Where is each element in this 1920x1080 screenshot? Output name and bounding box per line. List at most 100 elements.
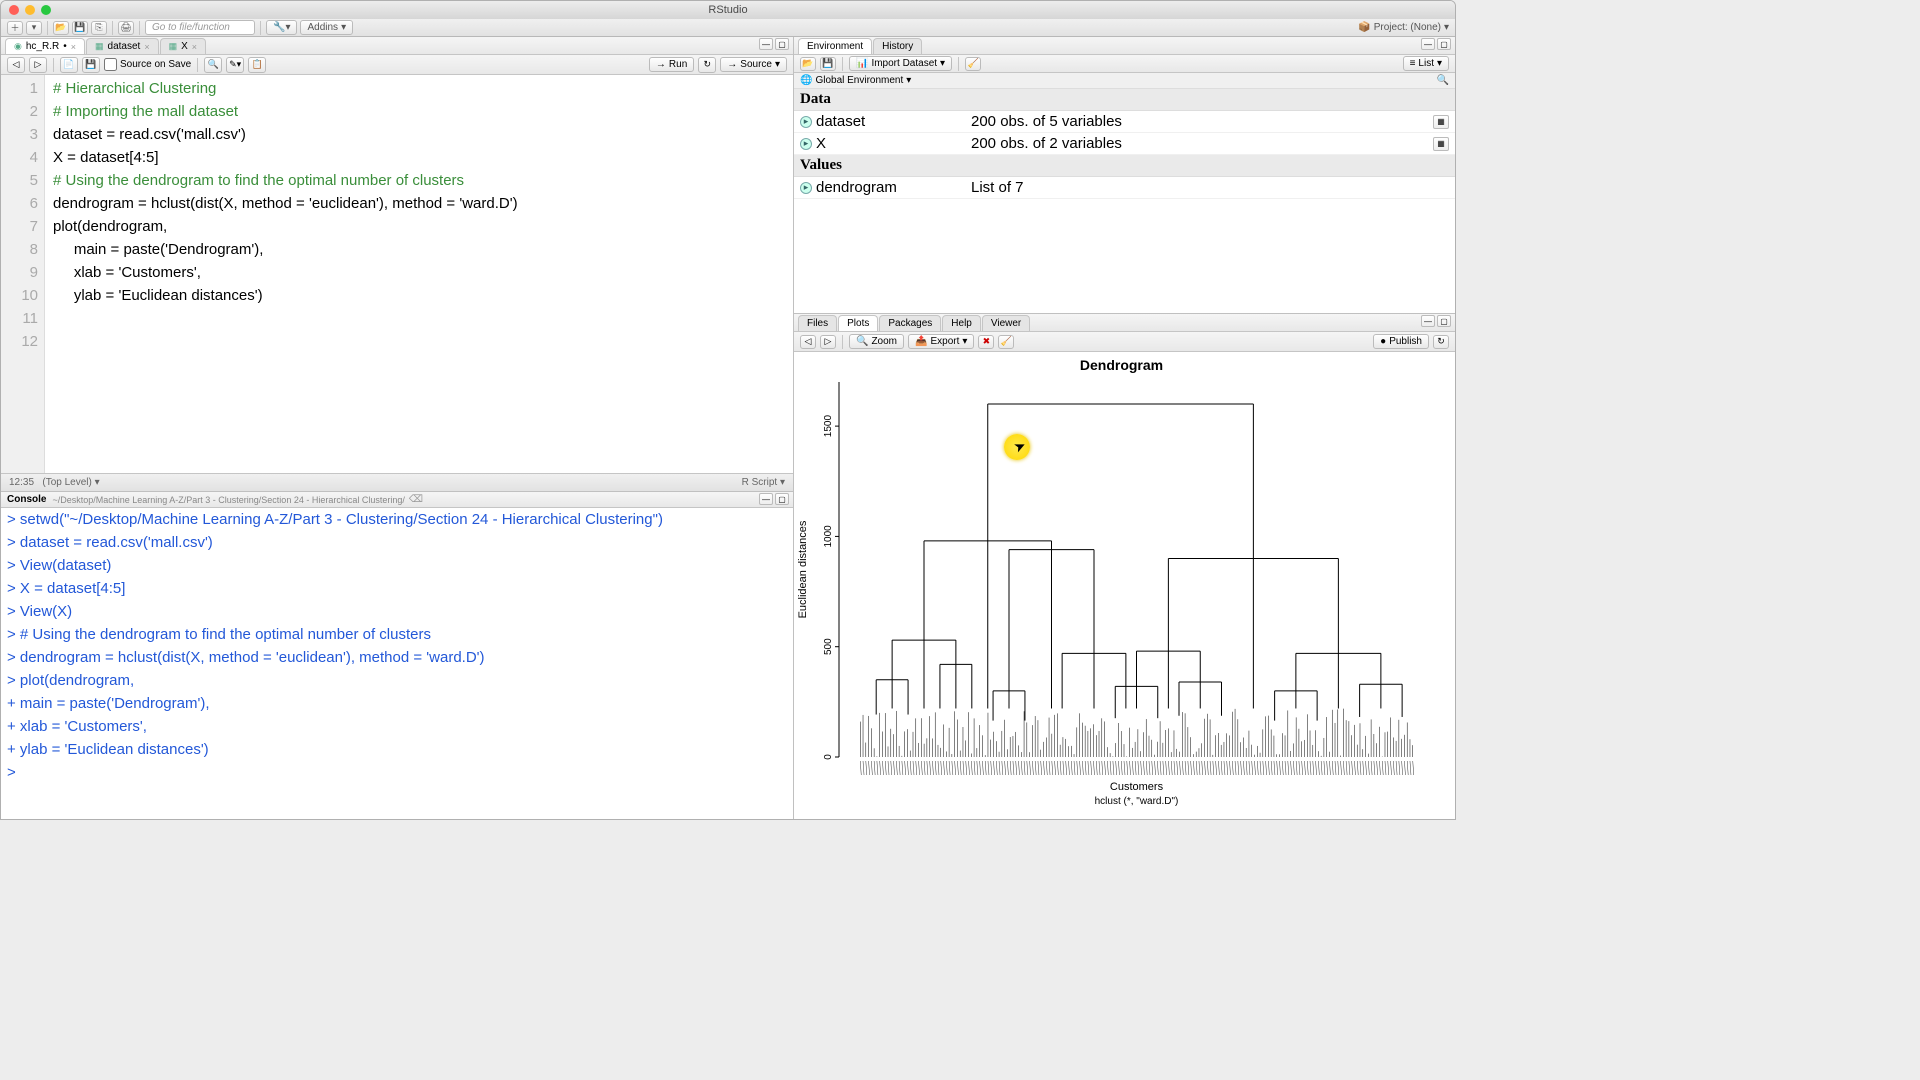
plots-pane: FilesPlotsPackagesHelpViewer — ▢ ◁ ▷ 🔍 Z… xyxy=(794,314,1455,819)
clear-path-icon[interactable]: ⌫ xyxy=(409,494,423,505)
table-icon: ▦ xyxy=(169,41,178,52)
open-file-button[interactable]: 📂 xyxy=(53,21,69,35)
tab-packages[interactable]: Packages xyxy=(879,315,941,331)
find-button[interactable]: 🔍 xyxy=(204,57,222,73)
source-on-save-check[interactable]: Source on Save xyxy=(104,58,191,71)
traffic-lights xyxy=(9,5,51,15)
export-button[interactable]: 📤 Export ▾ xyxy=(908,334,974,349)
var-value: 200 obs. of 5 variables xyxy=(971,113,1433,130)
save-button[interactable]: 💾 xyxy=(72,21,88,35)
console-header: Console ~/Desktop/Machine Learning A-Z/P… xyxy=(1,492,793,508)
publish-label: Publish xyxy=(1389,336,1422,347)
minimize-pane-icon[interactable]: — xyxy=(1421,38,1435,50)
back-button[interactable]: ◁ xyxy=(7,57,25,73)
addins-dropdown[interactable]: Addins ▾ xyxy=(300,20,353,35)
save-src-button[interactable]: 💾 xyxy=(82,57,100,73)
clear-plots-button[interactable]: 🧹 xyxy=(998,335,1014,349)
run-button[interactable]: → Run xyxy=(649,57,694,72)
remove-plot-button[interactable]: ✖ xyxy=(978,335,994,349)
right-column: Environment History — ▢ 📂 💾 📊 Import Dat… xyxy=(794,37,1455,819)
window-title: RStudio xyxy=(708,4,747,16)
new-file-button[interactable]: ＋ xyxy=(7,21,23,35)
load-ws-button[interactable]: 📂 xyxy=(800,57,816,71)
zoom-label: Zoom xyxy=(871,336,897,347)
import-label: Import Dataset xyxy=(871,58,937,69)
console-output[interactable]: > setwd("~/Desktop/Machine Learning A-Z/… xyxy=(1,508,793,819)
list-label: List xyxy=(1418,58,1434,69)
scope-label[interactable]: Global Environment xyxy=(815,75,903,86)
env-row-X[interactable]: ▸X200 obs. of 2 variables▦ xyxy=(794,133,1455,155)
scope-label[interactable]: (Top Level) xyxy=(42,477,91,488)
new-proj-button[interactable]: ▾ xyxy=(26,21,42,35)
clear-ws-button[interactable]: 🧹 xyxy=(965,57,981,71)
minimize-icon[interactable] xyxy=(25,5,35,15)
close-tab-icon[interactable]: × xyxy=(192,42,197,52)
maximize-icon[interactable] xyxy=(41,5,51,15)
forward-button[interactable]: ▷ xyxy=(29,57,47,73)
view-grid-icon[interactable]: ▦ xyxy=(1433,137,1449,151)
refresh-plot-button[interactable]: ↻ xyxy=(1433,335,1449,349)
tab-files[interactable]: Files xyxy=(798,315,837,331)
tab-hc-r[interactable]: ◉ hc_R.R• × xyxy=(5,38,85,54)
tab-dataset[interactable]: ▦ dataset × xyxy=(86,38,159,54)
minimize-pane-icon[interactable]: — xyxy=(1421,315,1435,327)
goto-field[interactable]: Go to file/function xyxy=(145,20,255,35)
save-ws-button[interactable]: 💾 xyxy=(820,57,836,71)
close-icon[interactable] xyxy=(9,5,19,15)
code-content[interactable]: # Hierarchical Clustering# Importing the… xyxy=(45,75,793,473)
publish-button[interactable]: ● Publish xyxy=(1373,334,1429,349)
minimize-pane-icon[interactable]: — xyxy=(759,493,773,505)
maximize-pane-icon[interactable]: ▢ xyxy=(775,493,789,505)
env-row-dataset[interactable]: ▸dataset200 obs. of 5 variables▦ xyxy=(794,111,1455,133)
minimize-pane-icon[interactable]: — xyxy=(759,38,773,50)
tools-dropdown[interactable]: 🔧▾ xyxy=(266,20,297,35)
tab-label: hc_R.R xyxy=(26,41,59,52)
source-button[interactable]: → Source ▾ xyxy=(720,57,787,72)
lang-label: R Script xyxy=(742,477,778,488)
console-path: ~/Desktop/Machine Learning A-Z/Part 3 - … xyxy=(52,495,404,505)
tab-environment[interactable]: Environment xyxy=(798,38,872,54)
env-toolbar: 📂 💾 📊 Import Dataset ▾ 🧹 ≡ List ▾ xyxy=(794,55,1455,73)
print-button[interactable]: 🖨 xyxy=(118,21,134,35)
tab-plots[interactable]: Plots xyxy=(838,315,878,331)
tab-x[interactable]: ▦ X × xyxy=(160,38,206,54)
close-tab-icon[interactable]: × xyxy=(144,42,149,52)
pane-controls: — ▢ xyxy=(1421,315,1451,327)
expand-icon[interactable]: ▸ xyxy=(800,138,812,150)
pane-controls: — ▢ xyxy=(759,493,789,505)
maximize-pane-icon[interactable]: ▢ xyxy=(1437,38,1451,50)
prev-plot-button[interactable]: ◁ xyxy=(800,335,816,349)
tab-help[interactable]: Help xyxy=(942,315,981,331)
search-env-icon[interactable]: 🔍 xyxy=(1437,75,1449,86)
report-button[interactable]: 📋 xyxy=(248,57,266,73)
main-layout: ◉ hc_R.R• × ▦ dataset × ▦ X × xyxy=(1,37,1455,819)
project-menu[interactable]: 📦 Project: (None) ▾ xyxy=(1358,22,1449,33)
zoom-button[interactable]: 🔍 Zoom xyxy=(849,334,904,349)
source-on-save-checkbox[interactable] xyxy=(104,58,117,71)
globe-icon: 🌐 xyxy=(800,75,812,86)
expand-icon[interactable]: ▸ xyxy=(800,182,812,194)
maximize-pane-icon[interactable]: ▢ xyxy=(1437,315,1451,327)
code-editor[interactable]: 123456789101112 # Hierarchical Clusterin… xyxy=(1,75,793,473)
plot-tabs: FilesPlotsPackagesHelpViewer — ▢ xyxy=(794,314,1455,332)
project-label: Project: (None) xyxy=(1374,22,1441,33)
console-title: Console xyxy=(7,494,46,505)
close-tab-icon[interactable]: × xyxy=(71,42,76,52)
list-view-button[interactable]: ≡ List ▾ xyxy=(1403,56,1449,71)
wand-button[interactable]: ✎▾ xyxy=(226,57,244,73)
addins-label: Addins xyxy=(307,22,338,33)
tab-label: dataset xyxy=(108,41,141,52)
tab-viewer[interactable]: Viewer xyxy=(982,315,1030,331)
rerun-button[interactable]: ↻ xyxy=(698,57,716,73)
env-row-dendrogram[interactable]: ▸dendrogramList of 7 xyxy=(794,177,1455,199)
tab-history[interactable]: History xyxy=(873,38,922,54)
environment-pane: Environment History — ▢ 📂 💾 📊 Import Dat… xyxy=(794,37,1455,314)
show-doc-button[interactable]: 📄 xyxy=(60,57,78,73)
next-plot-button[interactable]: ▷ xyxy=(820,335,836,349)
view-grid-icon[interactable]: ▦ xyxy=(1433,115,1449,129)
save-all-button[interactable]: ⎘ xyxy=(91,21,107,35)
svg-text:Euclidean distances: Euclidean distances xyxy=(797,520,809,618)
expand-icon[interactable]: ▸ xyxy=(800,116,812,128)
maximize-pane-icon[interactable]: ▢ xyxy=(775,38,789,50)
import-dataset-button[interactable]: 📊 Import Dataset ▾ xyxy=(849,56,952,71)
